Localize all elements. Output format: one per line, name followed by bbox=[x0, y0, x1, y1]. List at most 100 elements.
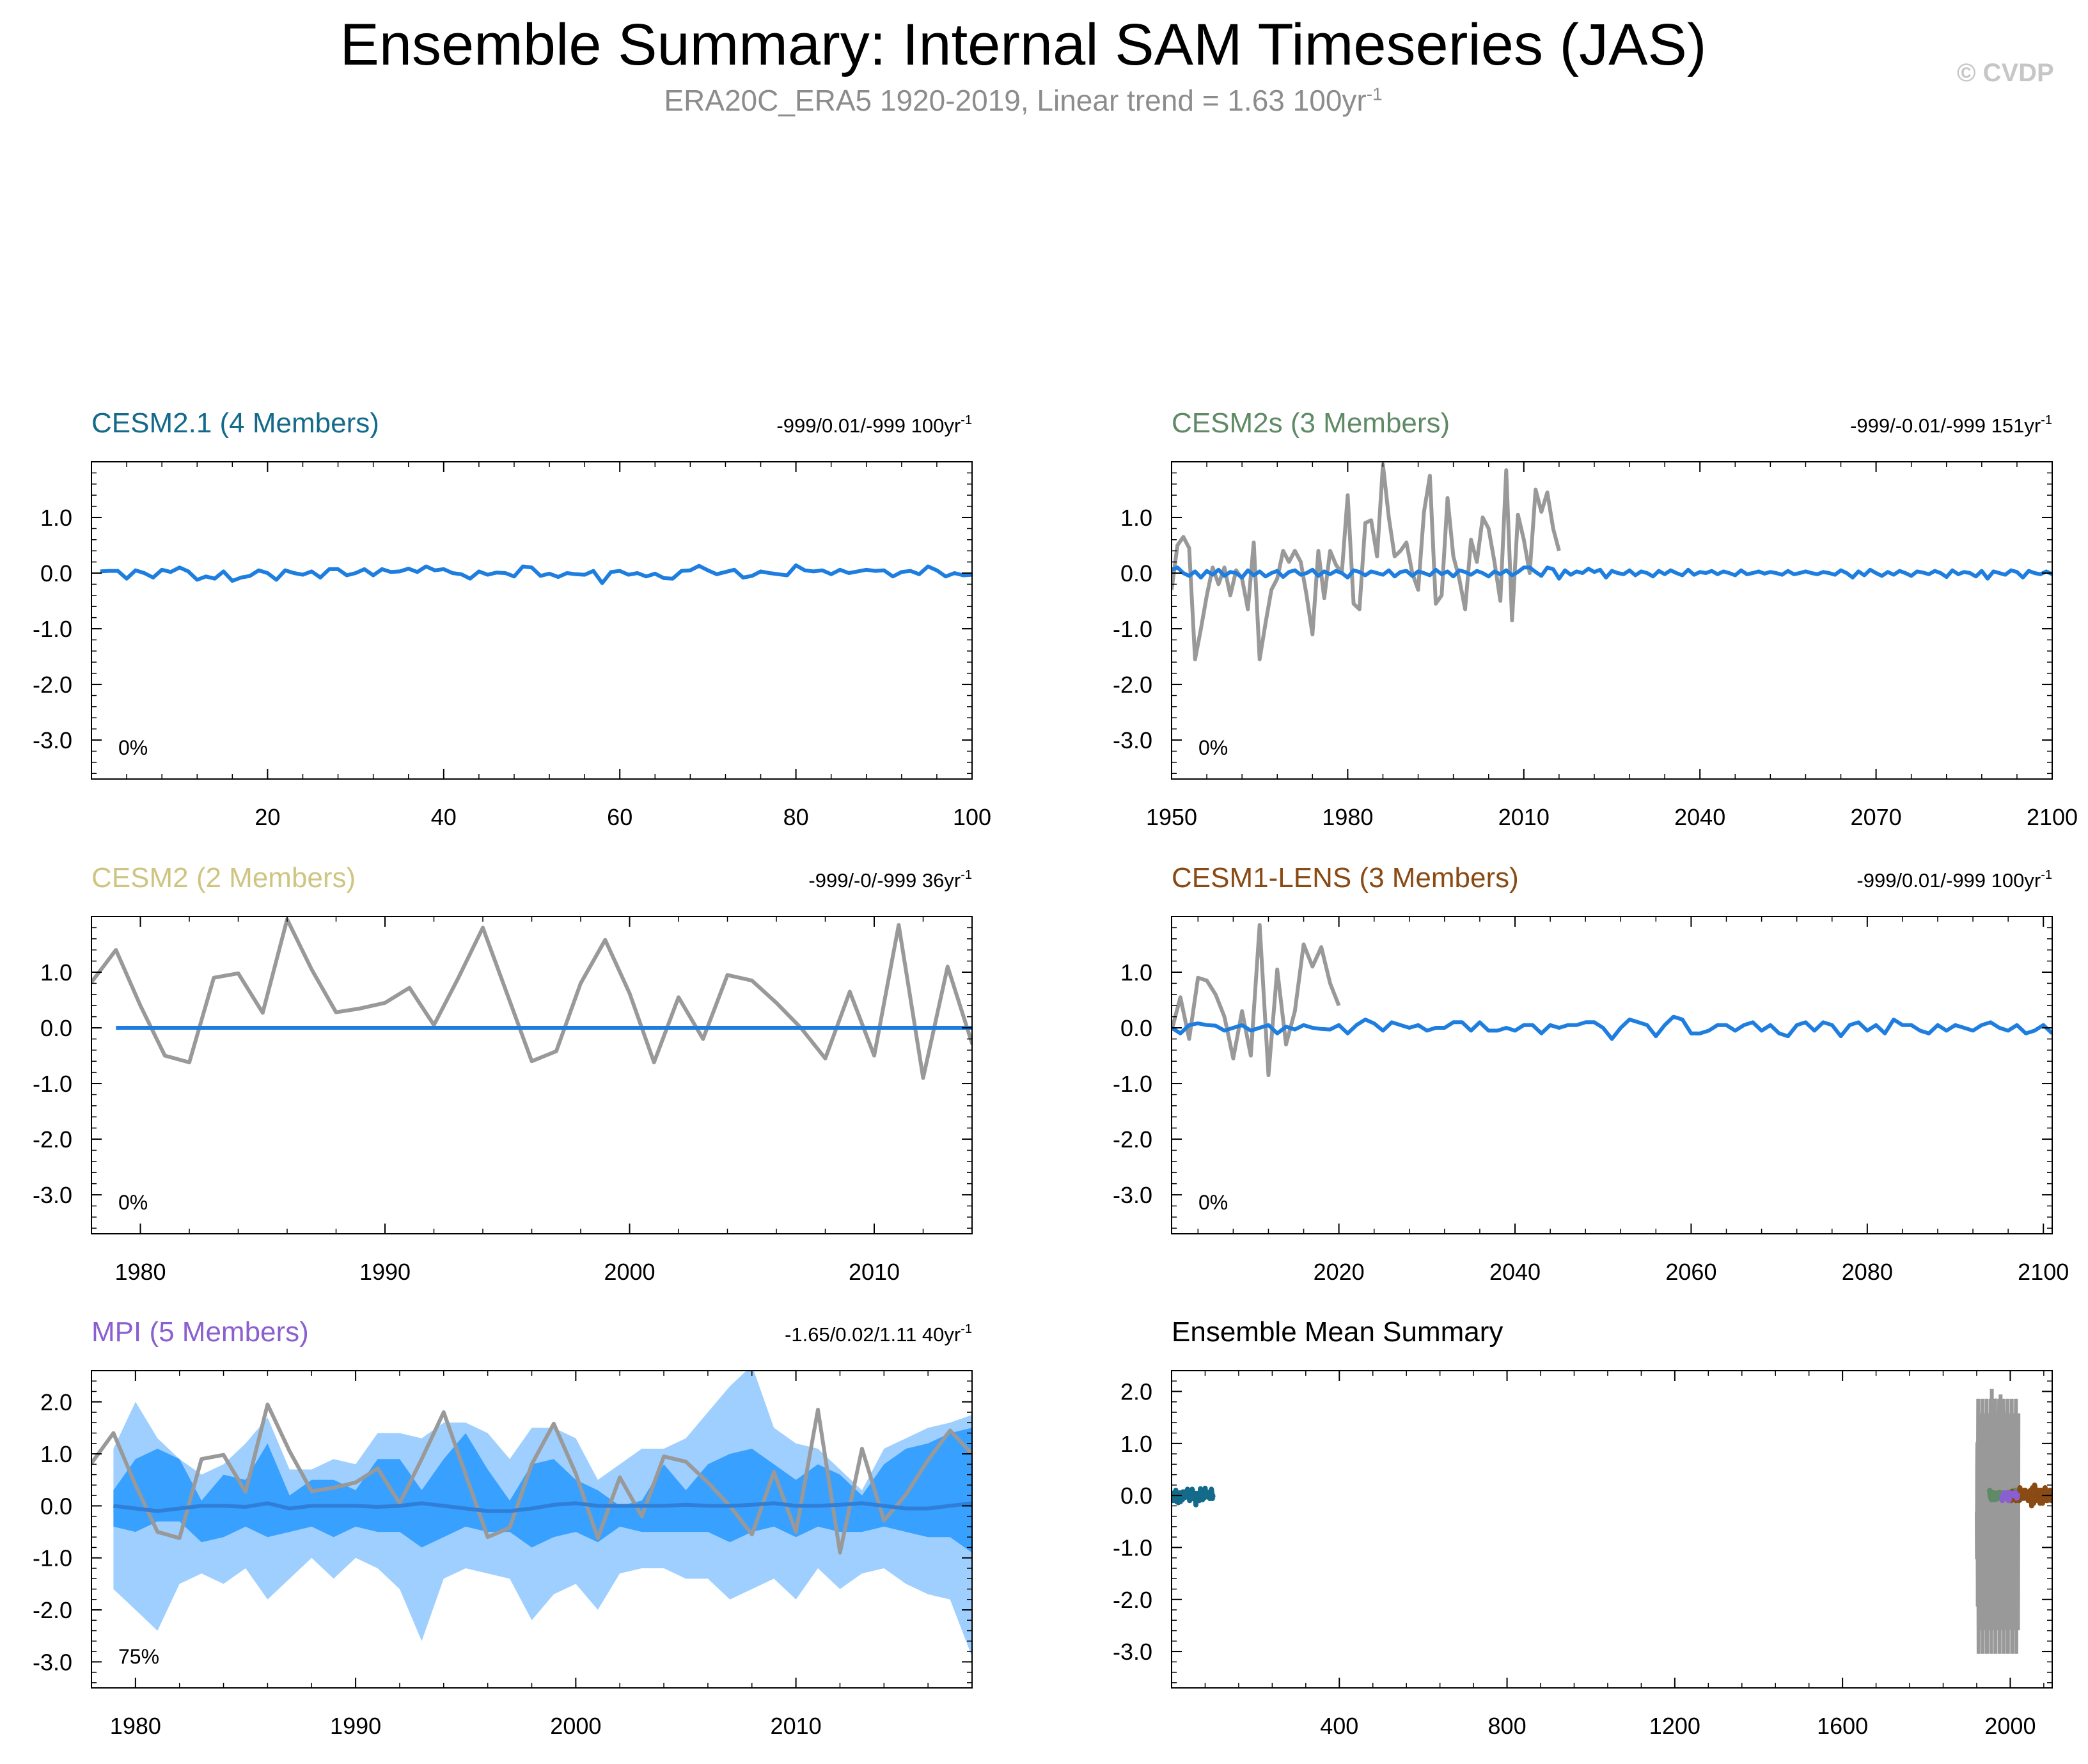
ytick-label: -3.0 bbox=[1113, 1639, 1152, 1665]
pct-label-cesm2s: 0% bbox=[1198, 736, 1228, 759]
panel-title-cesm2s: CESM2s (3 Members) bbox=[1172, 407, 1450, 439]
xtick-label: 80 bbox=[783, 804, 809, 830]
xtick-label: 2080 bbox=[1842, 1259, 1893, 1285]
ytick-label: 0.0 bbox=[40, 1493, 72, 1519]
obs-line-cesm2s bbox=[1172, 462, 1561, 661]
ytick-label: -1.0 bbox=[33, 1071, 72, 1097]
subtitle: ERA20C_ERA5 1920-2019, Linear trend = 1.… bbox=[0, 83, 2046, 118]
xtick-label: 60 bbox=[607, 804, 632, 830]
plot-area-mpi bbox=[91, 1371, 972, 1657]
summary-series-cesm21 bbox=[1172, 1485, 1216, 1508]
panel-cesm2: CESM2 (2 Members) -999/-0/-999 36yr-1 1.0 0… bbox=[33, 862, 973, 1285]
ens-mean-line-mpi bbox=[113, 1501, 972, 1513]
ytick-label: 1.0 bbox=[40, 1441, 72, 1467]
ytick-label: -2.0 bbox=[1113, 1126, 1152, 1153]
xtick-label: 2020 bbox=[1314, 1259, 1365, 1285]
panel-cesm21: CESM2.1 (4 Members) -999/0.01/-999 100yr-… bbox=[33, 407, 991, 830]
ytick-label: -3.0 bbox=[1113, 727, 1152, 753]
plot-frame-cesm1 bbox=[1171, 916, 2053, 1234]
ens-mean-line-cesm2s bbox=[1172, 565, 2052, 581]
ytick-label: -2.0 bbox=[1113, 1587, 1152, 1613]
ytick-label: 1.0 bbox=[40, 959, 72, 986]
plot-frame-cesm2s bbox=[1171, 461, 2053, 780]
panel-stats-cesm2s: -999/-0.01/-999 151yr-1 bbox=[1850, 413, 2052, 437]
subtitle-text: ERA20C_ERA5 1920-2019, Linear trend = 1.… bbox=[664, 84, 1367, 117]
panel-stats-mpi: -1.65/0.02/1.11 40yr-1 bbox=[785, 1322, 972, 1346]
panel-stats-cesm1: -999/0.01/-999 100yr-1 bbox=[1856, 868, 2052, 892]
ytick-label: -1.0 bbox=[33, 1545, 72, 1571]
xtick-label: 1200 bbox=[1649, 1713, 1700, 1739]
ytick-label: -3.0 bbox=[33, 1649, 72, 1675]
xtick-label: 100 bbox=[953, 804, 991, 830]
ytick-label: -2.0 bbox=[33, 672, 72, 698]
ytick-label: -1.0 bbox=[1113, 1534, 1152, 1561]
xtick-label: 2070 bbox=[1851, 804, 1902, 830]
panel-stats-cesm21: -999/0.01/-999 100yr-1 bbox=[776, 413, 972, 437]
xtick-label: 40 bbox=[431, 804, 457, 830]
ytick-label: -3.0 bbox=[1113, 1182, 1152, 1208]
panel-title-cesm1: CESM1-LENS (3 Members) bbox=[1172, 862, 1519, 894]
xtick-label: 2060 bbox=[1665, 1259, 1716, 1285]
ytick-label: -1.0 bbox=[33, 616, 72, 642]
ytick-label: -1.0 bbox=[1113, 616, 1152, 642]
ytick-label: 0.0 bbox=[1120, 560, 1152, 587]
ytick-label: 0.0 bbox=[40, 560, 72, 587]
xtick-label: 2000 bbox=[604, 1259, 655, 1285]
xtick-label: 1980 bbox=[1322, 804, 1373, 830]
ytick-label: 1.0 bbox=[40, 505, 72, 531]
plot-area-cesm2 bbox=[91, 917, 972, 1080]
xtick-label: 2040 bbox=[1674, 804, 1725, 830]
ytick-label: -2.0 bbox=[1113, 672, 1152, 698]
plot-area-cesm2s bbox=[1172, 462, 2052, 661]
pct-label-mpi: 75% bbox=[118, 1645, 159, 1668]
xtick-label: 400 bbox=[1320, 1713, 1358, 1739]
xtick-label: 2100 bbox=[2018, 1259, 2069, 1285]
ytick-label: 1.0 bbox=[1120, 1431, 1152, 1457]
xtick-label: 2010 bbox=[1498, 804, 1550, 830]
ytick-label: 0.0 bbox=[40, 1015, 72, 1041]
plot-area-summary bbox=[1172, 1389, 2052, 1654]
xtick-label: 1980 bbox=[114, 1259, 166, 1285]
ens-mean-line-cesm1 bbox=[1172, 1014, 2052, 1041]
xtick-label: 1980 bbox=[110, 1713, 161, 1739]
plot-frame-cesm2 bbox=[91, 916, 973, 1234]
ytick-label: 2.0 bbox=[40, 1389, 72, 1415]
xtick-label: 2000 bbox=[1984, 1713, 2036, 1739]
xtick-label: 2000 bbox=[550, 1713, 601, 1739]
plot-area-cesm1 bbox=[1172, 923, 2052, 1077]
xtick-label: 2010 bbox=[771, 1713, 822, 1739]
panel-title-summary: Ensemble Mean Summary bbox=[1172, 1316, 1503, 1348]
ytick-label: 1.0 bbox=[1120, 505, 1152, 531]
xtick-label: 1990 bbox=[330, 1713, 381, 1739]
ytick-label: 2.0 bbox=[1120, 1379, 1152, 1405]
obs-line-mpi bbox=[91, 1402, 972, 1555]
xtick-label: 2100 bbox=[2027, 804, 2078, 830]
summary-obs-line bbox=[1975, 1389, 2021, 1654]
ytick-label: -2.0 bbox=[33, 1126, 72, 1153]
obs-line-cesm2 bbox=[91, 917, 972, 1080]
ytick-label: -3.0 bbox=[33, 727, 72, 753]
ytick-label: 0.0 bbox=[1120, 1483, 1152, 1509]
main-title: Ensemble Summary: Internal SAM Timeserie… bbox=[340, 12, 1707, 77]
xtick-label: 2010 bbox=[849, 1259, 900, 1285]
xtick-label: 800 bbox=[1488, 1713, 1527, 1739]
panel-cesm2s: CESM2s (3 Members) -999/-0.01/-999 151yr-… bbox=[1113, 407, 2078, 830]
ytick-label: -2.0 bbox=[33, 1597, 72, 1623]
panel-stats-cesm2: -999/-0/-999 36yr-1 bbox=[808, 868, 972, 892]
pct-label-cesm21: 0% bbox=[118, 736, 148, 759]
summary-series-mpi bbox=[1998, 1490, 2021, 1504]
ytick-label: 0.0 bbox=[1120, 1015, 1152, 1041]
xtick-label: 1990 bbox=[359, 1259, 411, 1285]
xtick-label: 1600 bbox=[1817, 1713, 1868, 1739]
panel-title-cesm2: CESM2 (2 Members) bbox=[91, 862, 356, 894]
copyright-mark: © CVDP bbox=[1957, 59, 2054, 87]
xtick-label: 20 bbox=[255, 804, 280, 830]
ytick-label: -3.0 bbox=[33, 1182, 72, 1208]
xtick-label: 2040 bbox=[1489, 1259, 1541, 1285]
panel-cesm1: CESM1-LENS (3 Members) -999/0.01/-999 100… bbox=[1113, 862, 2069, 1285]
ytick-label: -1.0 bbox=[1113, 1071, 1152, 1097]
subtitle-sup: -1 bbox=[1366, 84, 1383, 104]
obs-line-cesm1 bbox=[1172, 923, 1341, 1077]
plot-area-cesm21 bbox=[100, 563, 972, 585]
